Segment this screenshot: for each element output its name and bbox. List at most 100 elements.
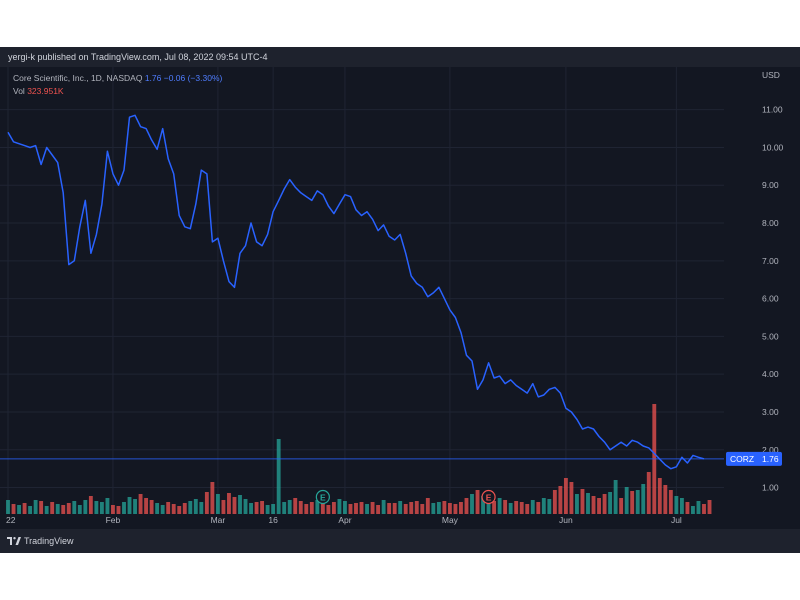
volume-bar [22, 503, 27, 514]
volume-bar [348, 504, 353, 514]
volume-bar [696, 501, 701, 514]
price-tag [726, 451, 782, 466]
volume-bar [72, 501, 77, 514]
volume-bar [127, 497, 132, 514]
volume-bar [155, 503, 160, 514]
volume-bar [641, 484, 646, 514]
volume-bar [619, 498, 624, 514]
volume-bar [50, 502, 55, 514]
volume-bar [403, 504, 408, 514]
volume-bar [580, 489, 585, 514]
volume-bar [39, 501, 44, 514]
volume-bar [409, 502, 414, 514]
volume-bar [414, 501, 419, 514]
volume-bar [679, 498, 684, 514]
currency-label: USD [762, 70, 780, 80]
volume-bar [541, 498, 546, 514]
volume-bar [6, 500, 10, 514]
price-tag-value: 1.76 [762, 454, 779, 464]
x-tick-label: Jun [559, 515, 573, 525]
legend-vol-value: 323.951K [27, 86, 64, 96]
volume-bar [691, 506, 695, 514]
volume-bar [442, 501, 447, 514]
volume-bar [519, 502, 524, 514]
volume-bar [326, 505, 331, 514]
volume-bar [83, 500, 88, 514]
volume-bar [381, 500, 386, 514]
volume-bar [365, 504, 369, 514]
volume-bar [514, 501, 519, 514]
volume-bar [447, 503, 452, 514]
volume-bar [99, 502, 104, 514]
volume-bar [293, 498, 298, 514]
volume-bar [464, 498, 469, 514]
x-tick-label: 22 [6, 515, 16, 525]
axes: 11.00 10.00 9.00 8.00 7.00 6.00 5.00 4.00 3.00 2.… [6, 70, 784, 525]
volume-bar [663, 485, 668, 514]
volume-bar [77, 505, 82, 514]
volume-bar [105, 498, 110, 514]
y-tick-label: 6.00 [762, 294, 779, 304]
y-tick-label: 2.00 [762, 445, 779, 455]
volume-bar [702, 504, 706, 514]
volume-bar [17, 505, 21, 514]
volume-bar [503, 500, 508, 514]
volume-bar [508, 503, 513, 514]
volume-bar [470, 494, 474, 514]
volume-bar [66, 503, 71, 514]
publisher-text: yergi-k published on TradingView.com, Ju… [8, 52, 268, 62]
volume-bar [227, 493, 231, 514]
volume-bar [260, 501, 265, 514]
volume-bar [238, 495, 242, 514]
volume-bar [459, 502, 463, 514]
volume-bar [481, 496, 485, 514]
x-tick-label: 16 [268, 515, 278, 525]
volume-bar [315, 500, 320, 514]
volume-bar [497, 498, 502, 514]
y-tick-label: 9.00 [762, 180, 779, 190]
volume-bar [425, 498, 430, 514]
tradingview-footer: TradingView [0, 529, 800, 553]
x-tick-label: May [442, 515, 459, 525]
volume-bar [116, 506, 121, 514]
tradingview-logo-icon [7, 537, 21, 545]
volume-bar [177, 506, 182, 514]
volume-bar [232, 497, 237, 514]
volume-bar [376, 505, 381, 514]
volume-bar [171, 504, 176, 514]
volume-bar [254, 502, 259, 514]
volume-bar [94, 501, 99, 514]
volume-bar [28, 506, 33, 514]
volume-bar [249, 503, 253, 514]
volume-bar [204, 492, 209, 514]
volume-bar [613, 480, 618, 514]
volume-bar [558, 486, 563, 514]
x-tick-label: Jul [671, 515, 682, 525]
volume-bar [630, 491, 635, 514]
legend-price: 1.76 [144, 73, 162, 83]
volume-bar [354, 503, 358, 514]
volume-bar [608, 492, 613, 514]
volume-bar [586, 493, 590, 514]
y-tick-label: 11.00 [762, 105, 783, 115]
price-series [0, 114, 724, 470]
volume-bar [55, 504, 60, 514]
volume-bar [575, 494, 579, 514]
volume-bar [563, 478, 568, 514]
volume-bar [265, 505, 270, 514]
volume-bar [320, 496, 325, 514]
volume-bar [525, 504, 530, 514]
volume-bar [309, 502, 314, 514]
grid [0, 67, 724, 514]
volume-bar [398, 501, 403, 514]
volume-bar [33, 500, 38, 514]
volume-bar [685, 502, 690, 514]
publisher-header: yergi-k published on TradingView.com, Ju… [0, 47, 800, 67]
volume-bar [144, 498, 149, 514]
volume-bar [420, 504, 425, 514]
volume-bar [298, 501, 303, 514]
volume-bar [392, 503, 397, 514]
